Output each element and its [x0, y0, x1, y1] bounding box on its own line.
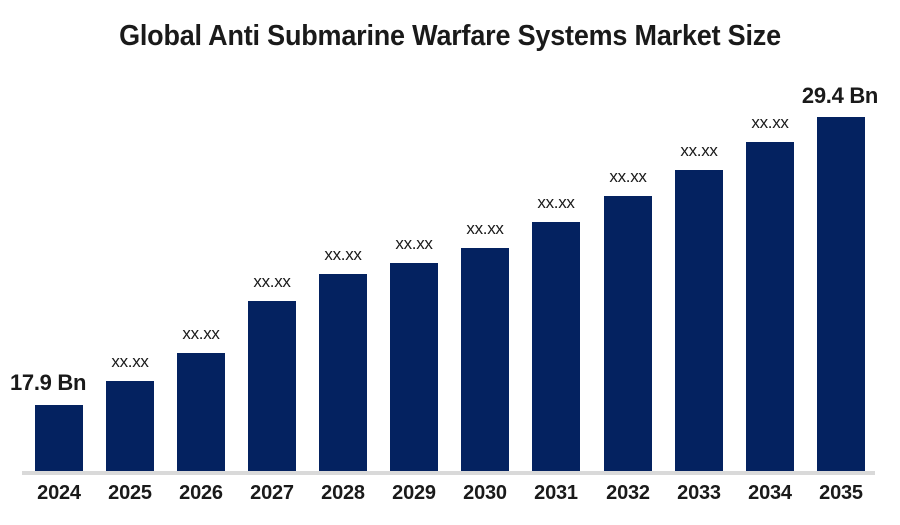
x-axis-label-2025: 2025: [108, 482, 152, 504]
value-label-2027: xx.xx: [253, 272, 291, 291]
bar-2024: [35, 405, 83, 471]
value-label-2026: xx.xx: [182, 324, 220, 343]
value-label-2031: xx.xx: [537, 193, 575, 212]
x-axis-line: [22, 471, 875, 475]
bar-2033: [675, 170, 723, 471]
bar-2032: [604, 196, 652, 471]
value-label-2024: 17.9 Bn: [10, 370, 87, 395]
bar-2027: [248, 301, 296, 471]
bar-2031: [532, 222, 580, 471]
bar-2025: [106, 381, 154, 471]
value-label-2033: xx.xx: [680, 141, 718, 160]
value-label-2029: xx.xx: [395, 234, 433, 253]
x-axis-label-2034: 2034: [748, 482, 792, 504]
bar-2034: [746, 142, 794, 471]
value-label-2032: xx.xx: [609, 167, 647, 186]
x-axis-label-2029: 2029: [392, 482, 436, 504]
chart-title: Global Anti Submarine Warfare Systems Ma…: [119, 20, 781, 52]
x-axis-label-2032: 2032: [606, 482, 650, 504]
x-axis-label-2027: 2027: [250, 482, 294, 504]
bar-2029: [390, 263, 438, 471]
x-axis-label-2031: 2031: [534, 482, 578, 504]
bar-2030: [461, 248, 509, 471]
x-axis-label-2028: 2028: [321, 482, 365, 504]
bar-2026: [177, 353, 225, 471]
bar-2035: [817, 117, 865, 471]
x-axis-label-2035: 2035: [819, 482, 863, 504]
x-axis-label-2030: 2030: [463, 482, 507, 504]
value-label-2028: xx.xx: [324, 245, 362, 264]
value-label-2030: xx.xx: [466, 219, 504, 238]
x-axis-label-2026: 2026: [179, 482, 223, 504]
value-label-2025: xx.xx: [111, 352, 149, 371]
x-axis-label-2024: 2024: [37, 482, 81, 504]
value-label-2035: 29.4 Bn: [801, 83, 879, 108]
value-label-2034: xx.xx: [751, 113, 789, 132]
bar-2028: [319, 274, 367, 471]
x-axis-label-2033: 2033: [677, 482, 721, 504]
